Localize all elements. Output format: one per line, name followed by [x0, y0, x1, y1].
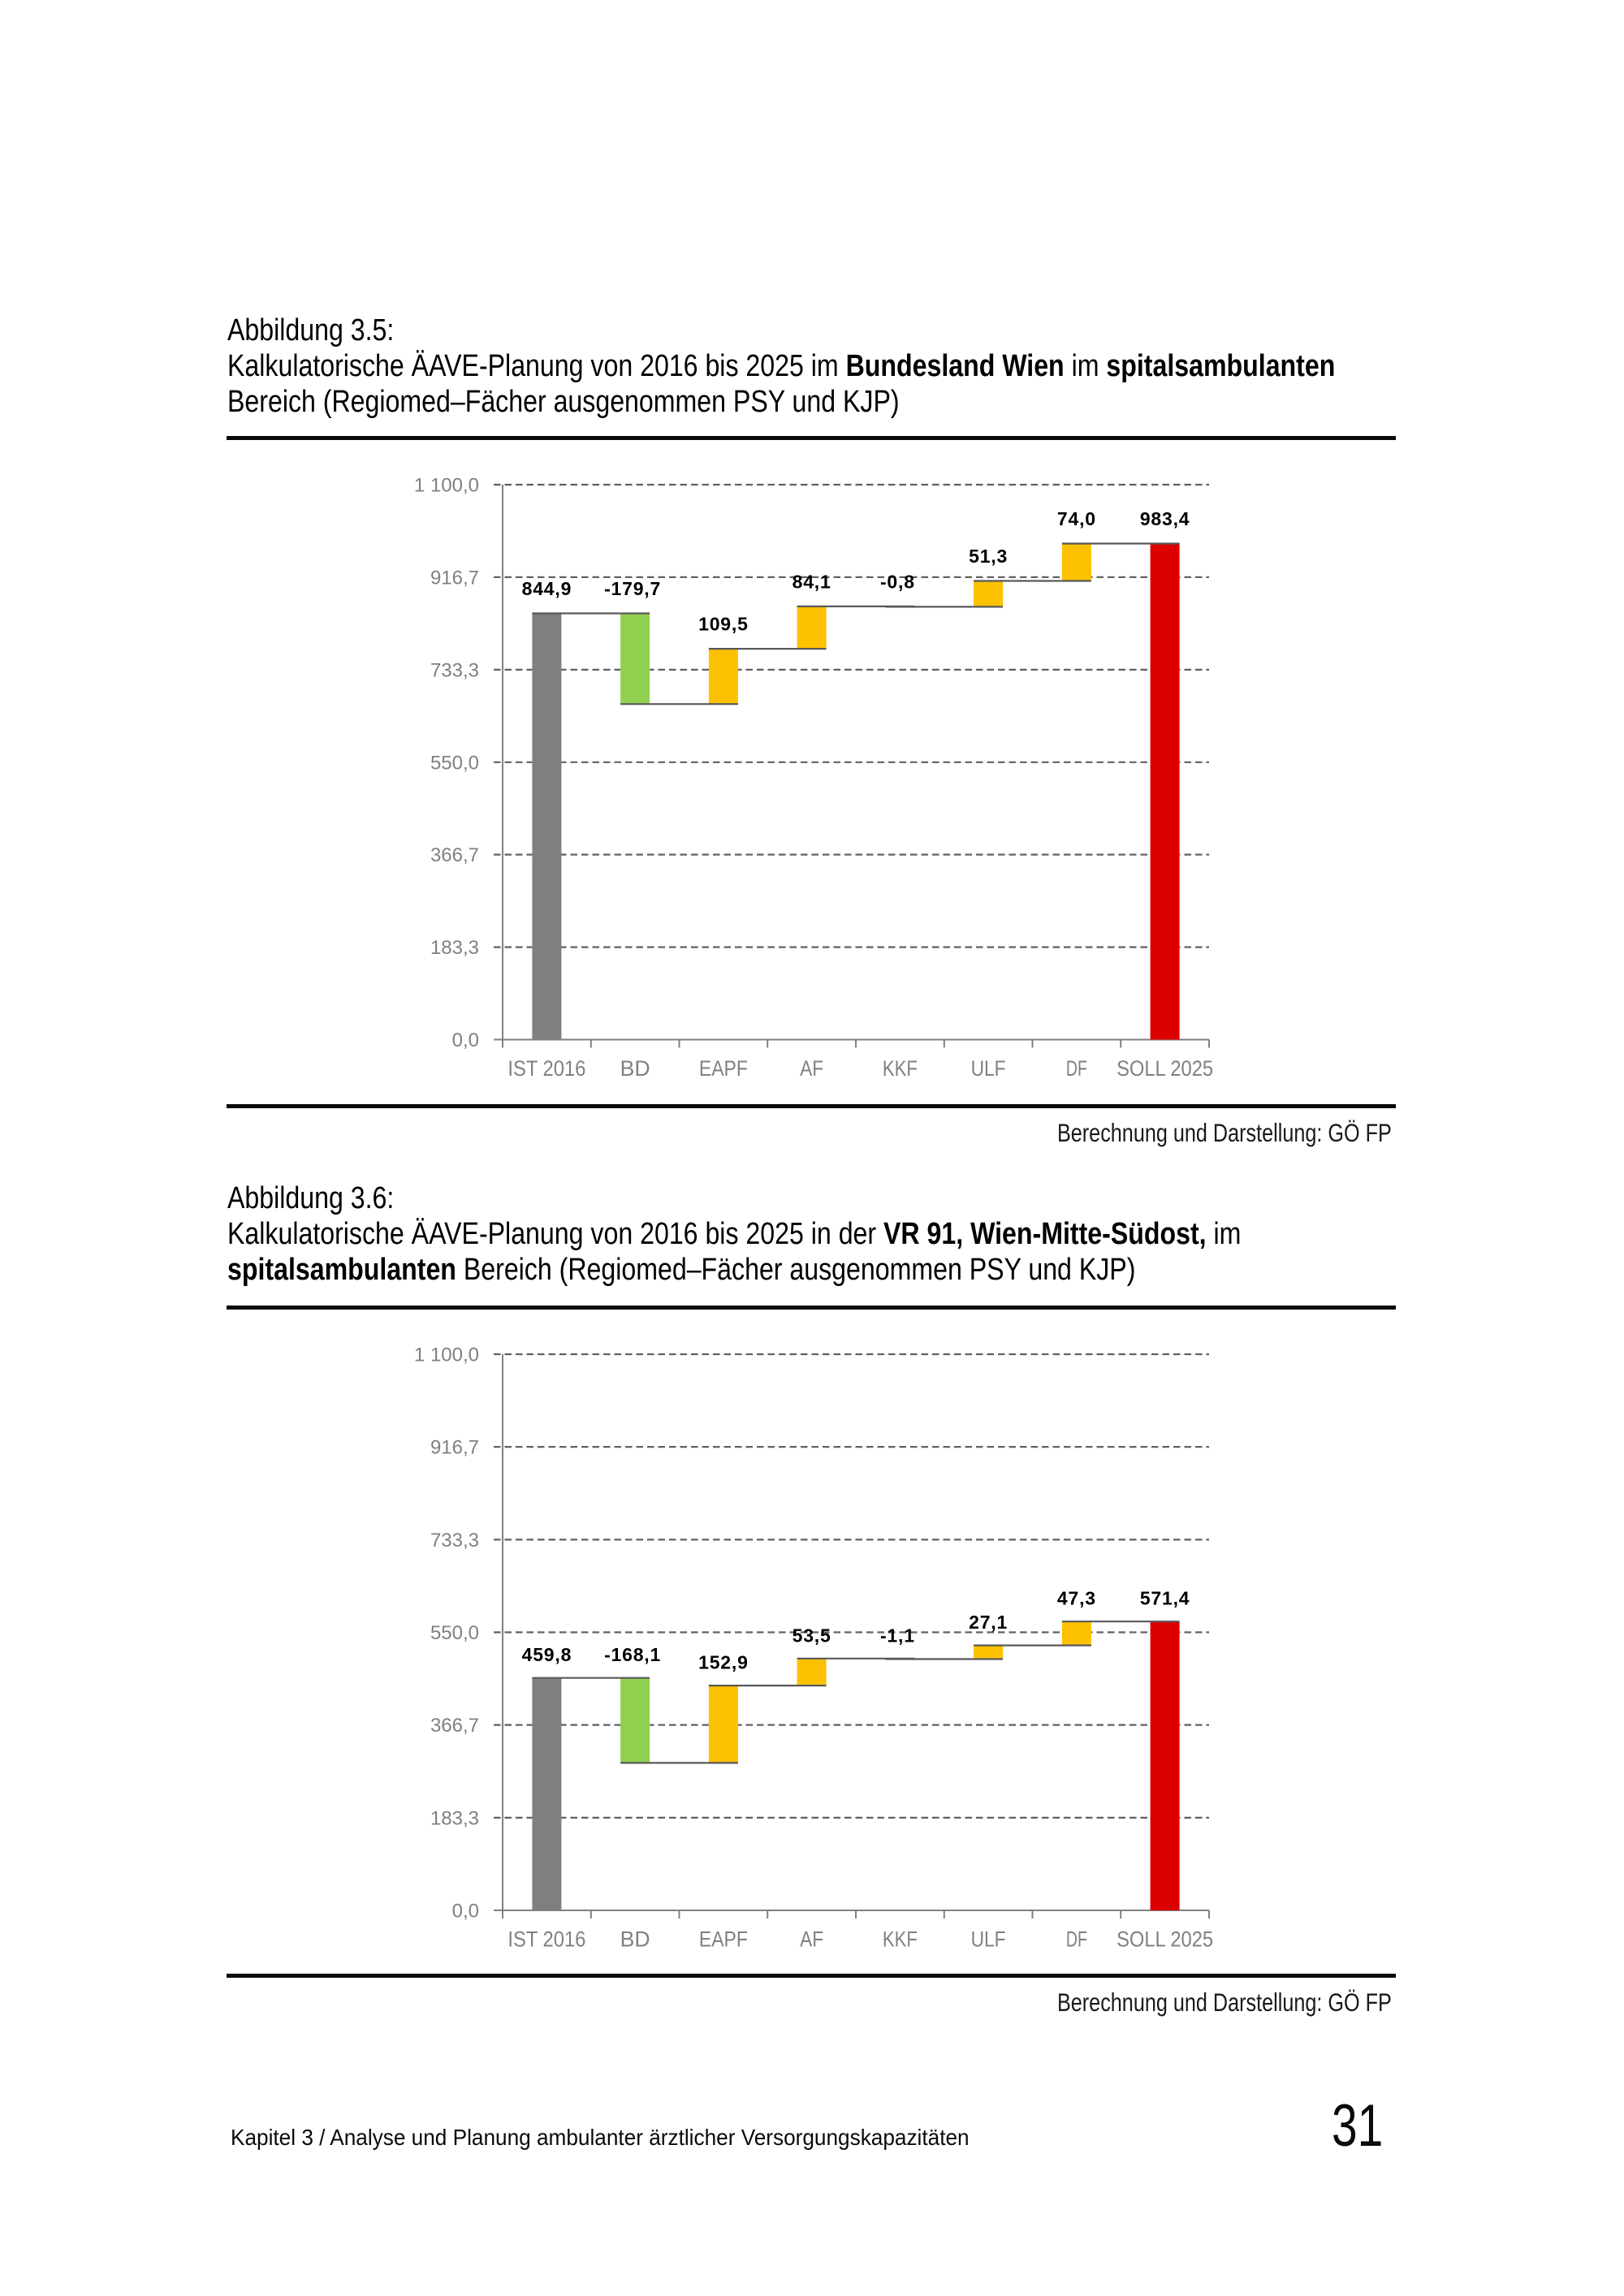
svg-text:733,3: 733,3: [430, 660, 479, 682]
svg-text:IST 2016: IST 2016: [508, 1927, 585, 1952]
svg-text:366,7: 366,7: [430, 844, 479, 866]
svg-text:SOLL 2025: SOLL 2025: [1116, 1927, 1213, 1952]
svg-text:51,3: 51,3: [969, 546, 1008, 567]
svg-text:-1,1: -1,1: [880, 1625, 915, 1646]
svg-text:459,8: 459,8: [522, 1644, 572, 1665]
svg-text:1 100,0: 1 100,0: [414, 1344, 479, 1366]
svg-text:183,3: 183,3: [430, 1808, 479, 1830]
svg-text:53,5: 53,5: [793, 1625, 831, 1646]
svg-text:916,7: 916,7: [430, 1437, 479, 1459]
svg-text:983,4: 983,4: [1140, 508, 1190, 529]
svg-text:550,0: 550,0: [430, 1622, 479, 1644]
svg-text:BD: BD: [620, 1056, 650, 1081]
svg-text:27,1: 27,1: [969, 1612, 1008, 1633]
svg-text:DF: DF: [1066, 1927, 1087, 1952]
svg-text:EAPF: EAPF: [699, 1056, 748, 1081]
svg-text:BD: BD: [620, 1927, 650, 1952]
svg-text:916,7: 916,7: [430, 568, 479, 589]
svg-text:109,5: 109,5: [698, 614, 749, 635]
svg-text:AF: AF: [800, 1927, 823, 1952]
svg-text:-179,7: -179,7: [604, 578, 661, 599]
svg-text:SOLL 2025: SOLL 2025: [1116, 1056, 1213, 1081]
svg-text:ULF: ULF: [971, 1056, 1006, 1081]
svg-text:KKF: KKF: [883, 1056, 918, 1081]
svg-text:571,4: 571,4: [1140, 1588, 1190, 1609]
svg-text:ULF: ULF: [971, 1927, 1006, 1952]
svg-text:152,9: 152,9: [698, 1652, 749, 1673]
svg-text:844,9: 844,9: [522, 578, 572, 599]
svg-text:366,7: 366,7: [430, 1715, 479, 1737]
svg-text:-0,8: -0,8: [880, 571, 915, 592]
svg-text:EAPF: EAPF: [699, 1927, 748, 1952]
svg-text:0,0: 0,0: [452, 1901, 479, 1923]
svg-text:84,1: 84,1: [793, 571, 831, 592]
svg-text:183,3: 183,3: [430, 937, 479, 959]
svg-text:733,3: 733,3: [430, 1530, 479, 1552]
svg-text:0,0: 0,0: [452, 1029, 479, 1051]
svg-text:KKF: KKF: [883, 1927, 918, 1952]
svg-text:-168,1: -168,1: [604, 1644, 661, 1665]
svg-text:74,0: 74,0: [1057, 508, 1096, 529]
svg-text:47,3: 47,3: [1057, 1588, 1096, 1609]
svg-text:550,0: 550,0: [430, 752, 479, 774]
svg-text:IST 2016: IST 2016: [508, 1056, 585, 1081]
svg-text:AF: AF: [800, 1056, 823, 1081]
svg-text:1 100,0: 1 100,0: [414, 475, 479, 497]
svg-text:DF: DF: [1066, 1056, 1087, 1081]
